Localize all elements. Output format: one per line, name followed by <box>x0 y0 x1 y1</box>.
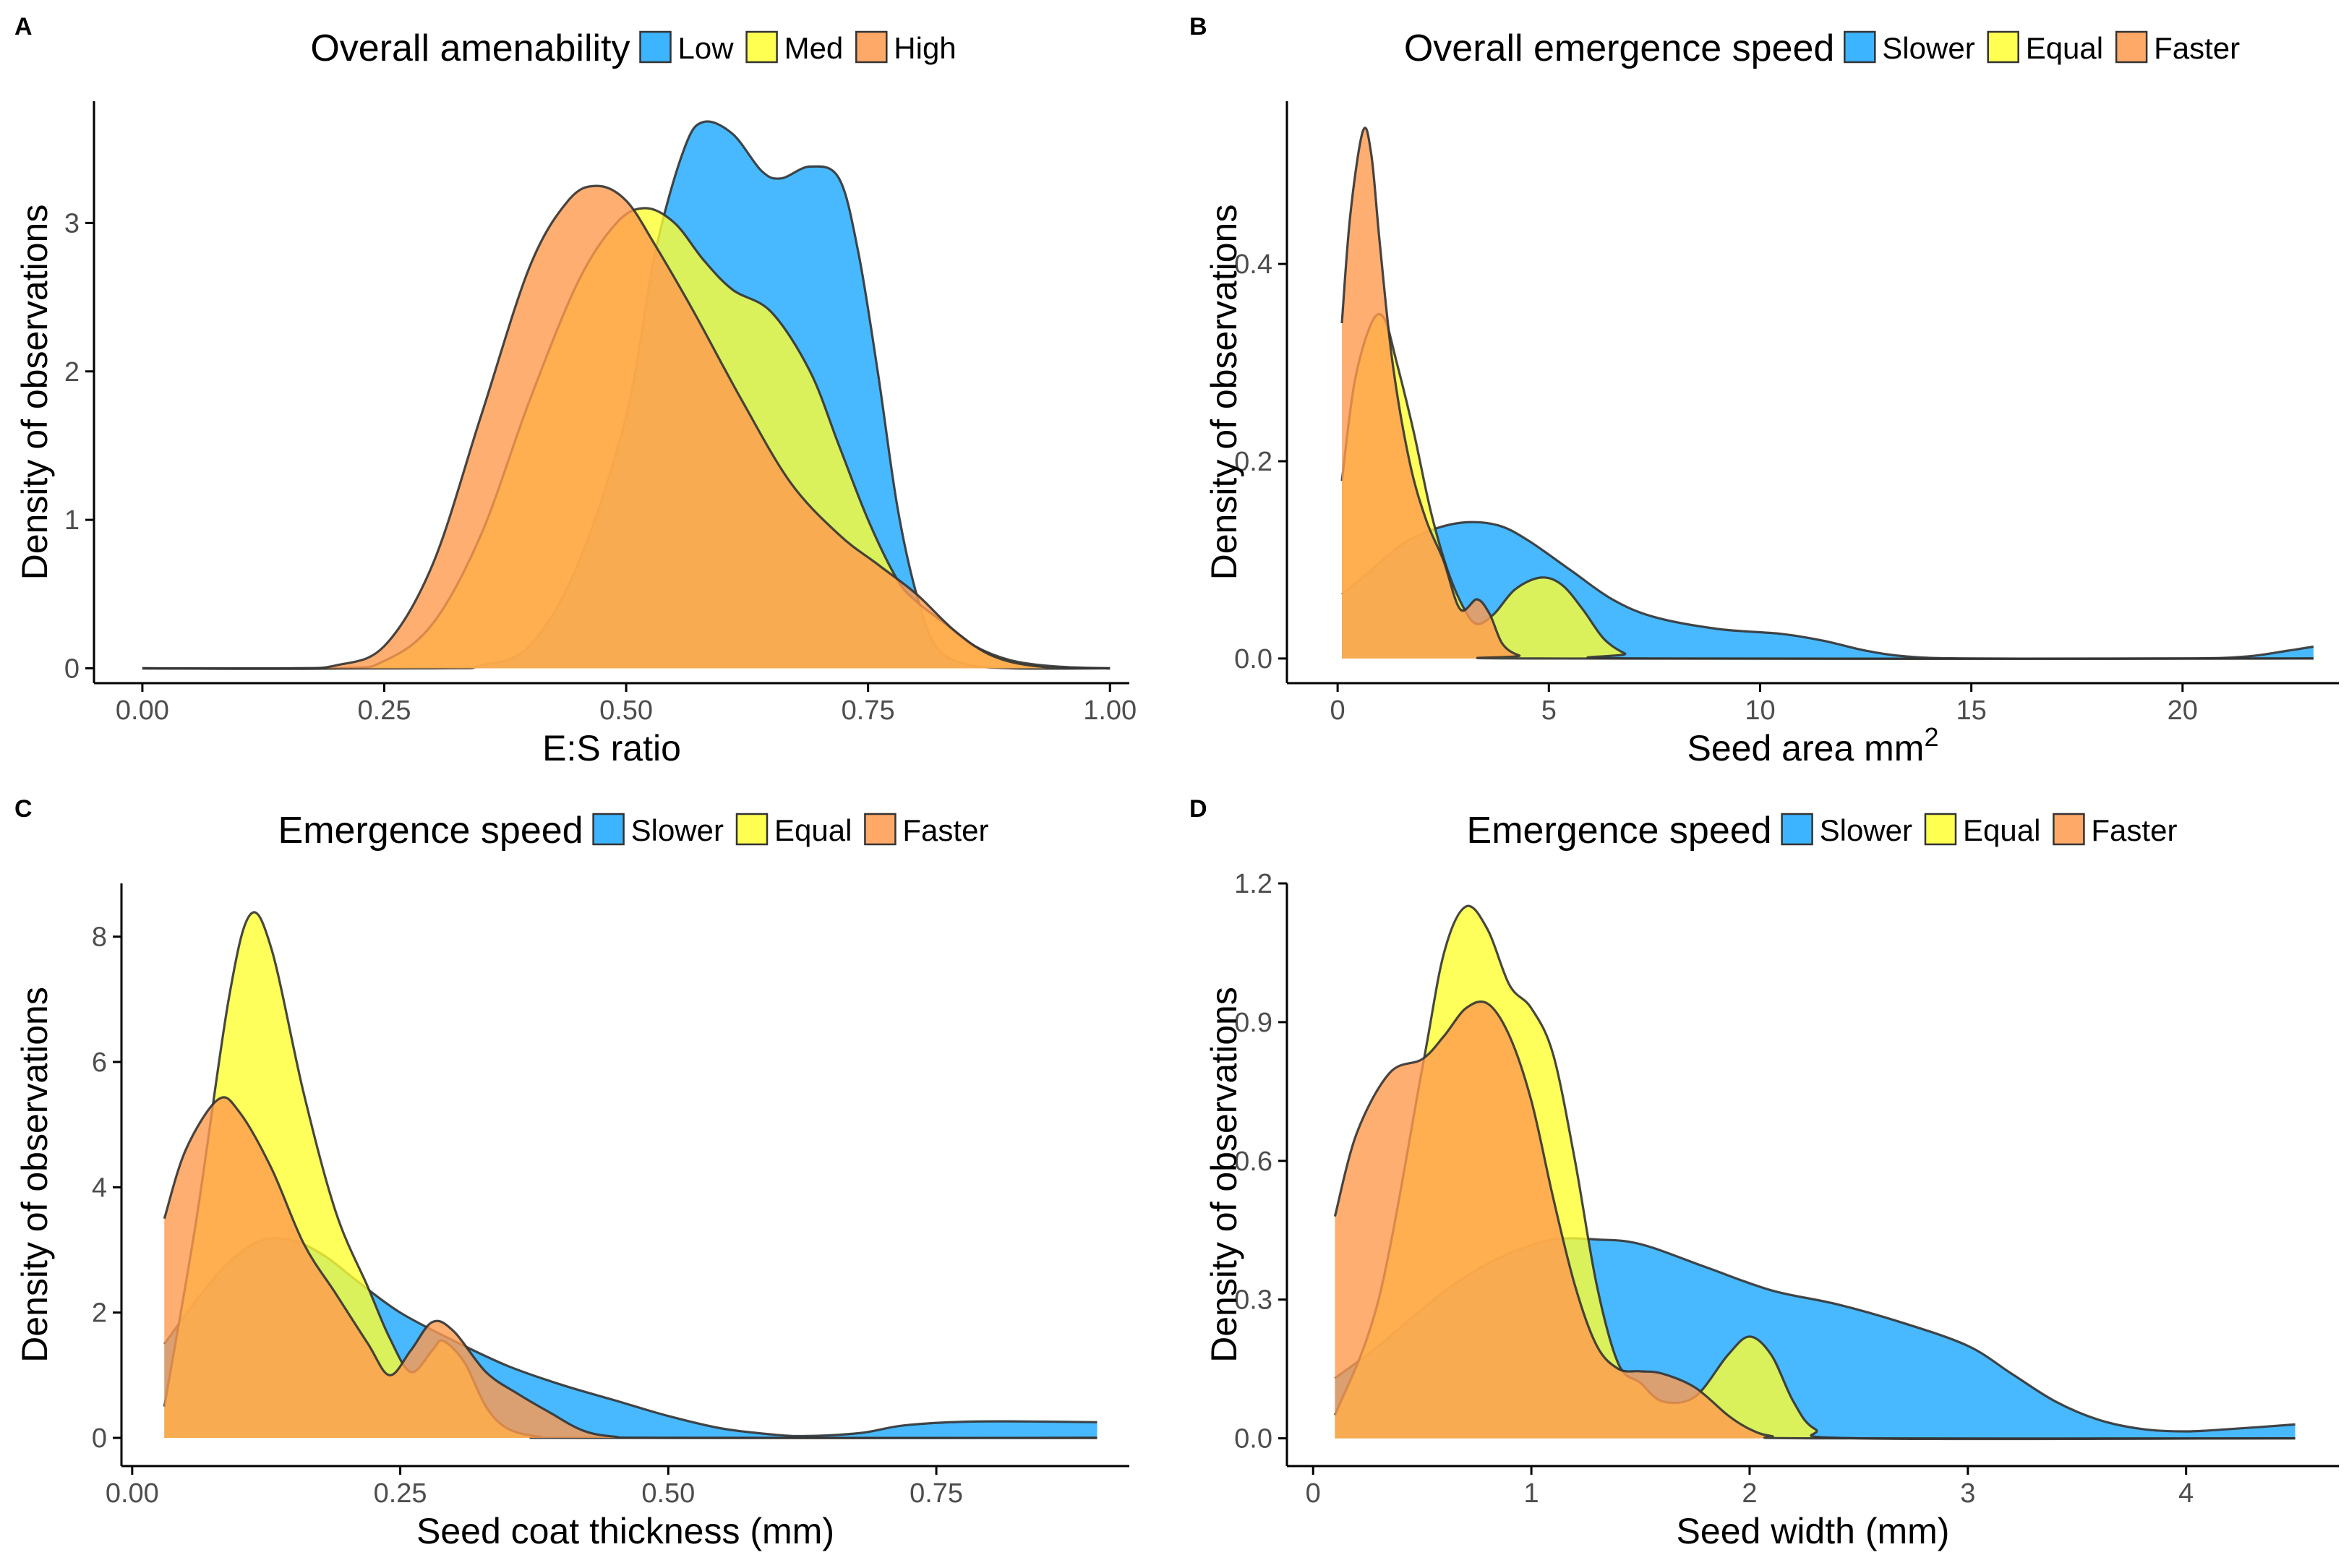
legend-key-high <box>855 30 888 64</box>
density-areas <box>1333 904 2295 1441</box>
y-tick-label: 0.2 <box>1234 447 1272 477</box>
y-axis-title: Density of observations <box>1204 987 1244 1363</box>
panel-tag: C <box>14 795 33 823</box>
legend-key-equal <box>1924 813 1957 846</box>
x-tick-label: 10 <box>1745 695 1775 726</box>
legend-label-med: Med <box>784 31 844 65</box>
x-tick-label: 0.00 <box>106 1478 159 1509</box>
y-tick-label: 4 <box>92 1173 107 1203</box>
x-axis-title-superscript: 2 <box>1924 722 1938 752</box>
legend-label-equal: Equal <box>774 813 852 847</box>
legend-title: Overall amenability <box>310 27 630 69</box>
legend-title: Emergence speed <box>1467 810 1772 852</box>
legend-label-faster: Faster <box>902 813 988 847</box>
legend: Emergence speed Slower Equal Faster <box>1467 810 2178 852</box>
legend-key-med <box>745 30 778 64</box>
y-tick-label: 8 <box>92 922 107 953</box>
y-tick-label: 1 <box>64 505 80 536</box>
panel-a: A 0.00 0.25 0.50 0.75 1.00 0 1 2 3 E:S ratio Densit… <box>14 13 1137 768</box>
panel-tag: A <box>14 13 33 40</box>
y-tick-label: 2 <box>64 357 80 387</box>
legend-label-slower: Slower <box>1820 813 1912 847</box>
density-area-faster <box>164 1097 1098 1439</box>
y-tick-label: 0.9 <box>1234 1008 1272 1038</box>
y-tick-label: 2 <box>92 1298 107 1329</box>
legend-label-slower: Slower <box>1882 31 1974 65</box>
x-tick-label: 1 <box>1524 1478 1539 1509</box>
legend-key-faster <box>2053 813 2085 846</box>
panel-tag: D <box>1189 795 1207 823</box>
x-axis-title: Seed area mm2 <box>1687 722 1939 769</box>
y-tick-label: 0.0 <box>1234 644 1272 674</box>
density-areas <box>1340 127 2314 660</box>
legend-label-equal: Equal <box>2026 31 2103 65</box>
y-tick-label: 0 <box>64 654 80 684</box>
legend-label-slower: Slower <box>631 813 724 847</box>
x-tick-label: 15 <box>1956 695 1986 726</box>
density-area-faster <box>1335 1001 2295 1439</box>
x-tick-label: 0.75 <box>842 695 895 726</box>
x-tick-label: 4 <box>2178 1478 2194 1509</box>
x-tick-label: 2 <box>1742 1478 1757 1509</box>
y-tick-label: 3 <box>64 208 80 239</box>
legend: Emergence speed Slower Equal Faster <box>278 810 989 852</box>
legend-title: Overall emergence speed <box>1404 27 1834 69</box>
density-line-faster <box>1340 127 2314 660</box>
legend-key-equal <box>735 813 769 846</box>
legend-key-low <box>639 30 672 64</box>
density-area-faster <box>1342 127 2314 659</box>
panel-c: C 0.00 0.25 0.50 0.75 0 2 4 6 8 Seed coat thicknes… <box>14 795 1129 1551</box>
legend-key-faster <box>864 813 897 846</box>
legend-label-high: High <box>894 31 956 65</box>
x-tick-label: 0.50 <box>599 695 653 726</box>
x-tick-label: 0.50 <box>641 1478 695 1509</box>
panel-b: B 0 5 10 15 20 0.0 0.2 0.4 Seed area mm2 Density o… <box>1189 13 2339 768</box>
density-line-high <box>142 184 1111 670</box>
y-tick-label: 1.2 <box>1234 869 1272 899</box>
y-axis-title: Density of observations <box>1204 205 1244 580</box>
legend-key-slower <box>1844 30 1876 64</box>
x-tick-label: 0 <box>1330 695 1345 726</box>
x-axis-title: E:S ratio <box>542 728 681 768</box>
x-tick-label: 3 <box>1960 1478 1975 1509</box>
legend-label-faster: Faster <box>2091 813 2177 847</box>
x-tick-label: 5 <box>1541 695 1557 726</box>
legend-key-equal <box>1987 30 2019 64</box>
y-tick-label: 0.0 <box>1234 1424 1272 1455</box>
x-axis-title: Seed width (mm) <box>1677 1511 1950 1551</box>
x-tick-label: 0 <box>1306 1478 1321 1509</box>
x-axis-title: Seed coat thickness (mm) <box>416 1511 834 1551</box>
x-tick-label: 0.00 <box>116 695 169 726</box>
panel-d: D 0 1 2 3 4 0.0 0.3 0.6 0.9 1.2 Seed width (mm) Dens… <box>1189 795 2339 1551</box>
legend-key-slower <box>592 813 625 846</box>
x-tick-label: 20 <box>2168 695 2198 726</box>
legend-label-equal: Equal <box>1963 813 2040 847</box>
x-tick-label: 0.25 <box>374 1478 427 1509</box>
y-axis-title: Density of observations <box>14 205 55 580</box>
density-line-faster <box>1333 1000 2295 1440</box>
legend: Overall emergence speed Slower Equal Faster <box>1404 27 2240 69</box>
x-tick-label: 0.25 <box>358 695 411 726</box>
panel-tag: B <box>1189 13 1207 40</box>
legend: Overall amenability Low Med High <box>310 27 956 69</box>
legend-key-slower <box>1781 813 1813 846</box>
legend-key-faster <box>2115 30 2148 64</box>
x-tick-label: 1.00 <box>1083 695 1137 726</box>
density-areas <box>163 911 1098 1439</box>
density-areas <box>142 120 1111 670</box>
legend-label-low: Low <box>678 31 735 65</box>
y-tick-label: 6 <box>92 1048 107 1078</box>
y-axis-title: Density of observations <box>14 987 55 1363</box>
x-tick-label: 0.75 <box>910 1478 963 1509</box>
legend-title: Emergence speed <box>278 810 583 852</box>
y-tick-label: 0.3 <box>1234 1285 1272 1316</box>
density-line-faster <box>163 1096 1098 1439</box>
y-tick-label: 0.4 <box>1234 249 1272 280</box>
y-tick-label: 0 <box>92 1423 107 1454</box>
legend-label-faster: Faster <box>2154 31 2240 65</box>
y-tick-label: 0.6 <box>1234 1147 1272 1177</box>
density-line-equal <box>1333 904 2295 1441</box>
density-area-high <box>142 186 1111 669</box>
